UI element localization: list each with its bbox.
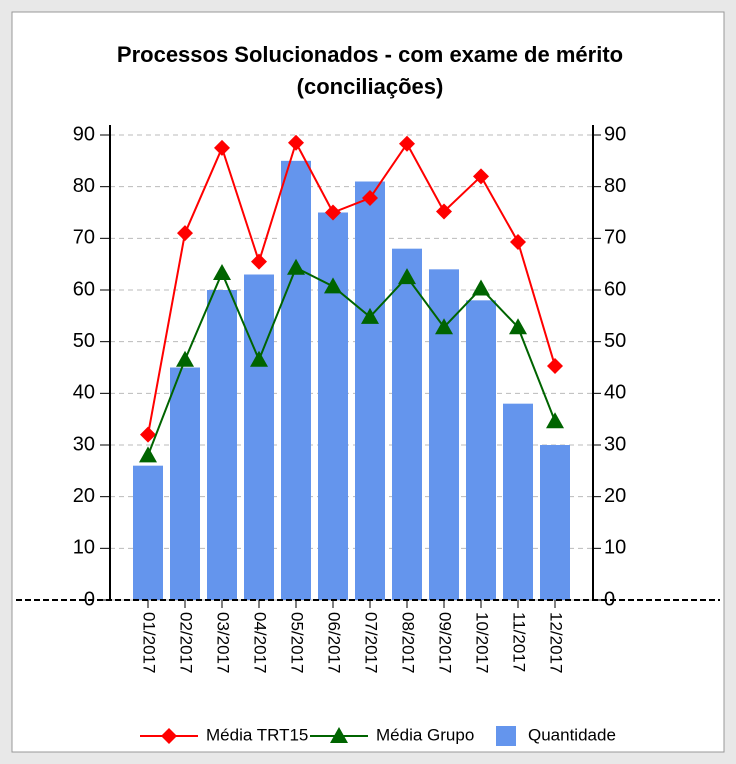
point [473, 168, 489, 185]
point [325, 204, 341, 221]
x-tick-label: 04/2017 [251, 612, 270, 673]
bar [170, 367, 200, 600]
point [510, 233, 526, 250]
y2-tick-label: 0 [604, 588, 615, 610]
legend-marker [330, 727, 348, 743]
legend-label: Quantidade [528, 725, 616, 744]
x-tick-label: 05/2017 [288, 612, 307, 673]
y-tick-label: 70 [73, 227, 95, 249]
point [547, 357, 563, 374]
y2-tick-label: 20 [604, 485, 626, 507]
y-tick-label: 30 [73, 433, 95, 455]
legend-swatch [496, 726, 516, 746]
y-tick-label: 90 [73, 123, 95, 145]
x-tick-label: 03/2017 [214, 612, 233, 673]
y2-tick-label: 30 [604, 433, 626, 455]
x-tick-label: 07/2017 [362, 612, 381, 673]
point [398, 268, 416, 285]
legend-label: Média TRT15 [206, 725, 308, 744]
bar [133, 465, 163, 600]
line [147, 140, 556, 435]
point [287, 258, 305, 275]
y2-tick-label: 70 [604, 227, 626, 249]
point [362, 190, 378, 207]
x-tick-label: 10/2017 [473, 612, 492, 673]
x-tick-label: 12/2017 [547, 612, 566, 673]
x-tick-label: 01/2017 [140, 612, 159, 673]
chart-title: (conciliações) [297, 74, 444, 99]
x-tick-label: 06/2017 [325, 612, 344, 673]
bar [207, 290, 237, 600]
bar [281, 160, 311, 601]
y-tick-label: 50 [73, 330, 95, 352]
bar [318, 212, 348, 600]
point [140, 426, 156, 443]
point [213, 263, 231, 280]
point [288, 134, 304, 151]
point [546, 412, 564, 429]
bar [503, 403, 533, 600]
x-tick-label: 09/2017 [436, 612, 455, 673]
y-tick-label: 60 [73, 278, 95, 300]
point [436, 203, 452, 220]
legend-label: Média Grupo [376, 725, 474, 744]
bar [392, 248, 422, 600]
y-tick-label: 10 [73, 537, 95, 559]
point [361, 307, 379, 324]
point [139, 446, 157, 463]
point [435, 318, 453, 335]
x-tick-label: 08/2017 [399, 612, 418, 673]
point [509, 318, 527, 335]
point [251, 253, 267, 270]
x-tick-label: 02/2017 [177, 612, 196, 673]
x-tick-label: 11/2017 [510, 612, 529, 672]
y-tick-label: 40 [73, 382, 95, 404]
point [472, 279, 490, 296]
point [176, 350, 194, 367]
point [214, 139, 230, 156]
y2-tick-label: 60 [604, 278, 626, 300]
bar [540, 445, 570, 600]
bar [466, 300, 496, 600]
bar [355, 181, 385, 600]
point [324, 277, 342, 294]
legend-marker [161, 728, 177, 744]
y2-tick-label: 10 [604, 537, 626, 559]
y2-tick-label: 90 [604, 123, 626, 145]
y2-tick-label: 40 [604, 382, 626, 404]
y-tick-label: 80 [73, 175, 95, 197]
y2-tick-label: 50 [604, 330, 626, 352]
point [250, 350, 268, 367]
y2-tick-label: 80 [604, 175, 626, 197]
bar [244, 274, 274, 600]
point [399, 135, 415, 152]
point [177, 225, 193, 242]
chart-title: Processos Solucionados - com exame de mé… [117, 42, 623, 67]
y-tick-label: 20 [73, 485, 95, 507]
